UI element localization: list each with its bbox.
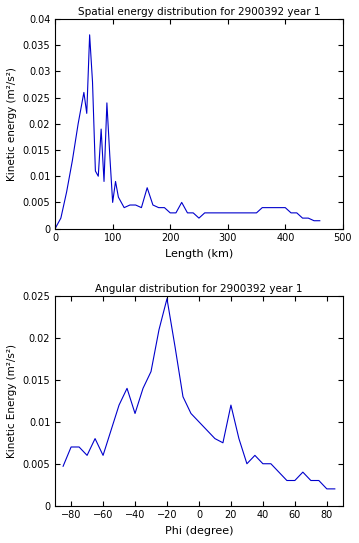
X-axis label: Length (km): Length (km) [165,249,233,259]
Title: Spatial energy distribution for 2900392 year 1: Spatial energy distribution for 2900392 … [78,7,320,17]
X-axis label: Phi (degree): Phi (degree) [165,526,233,536]
Y-axis label: Kinetic Energy (m²/s²): Kinetic Energy (m²/s²) [7,344,17,458]
Y-axis label: Kinetic energy (m²/s²): Kinetic energy (m²/s²) [7,67,17,181]
Title: Angular distribution for 2900392 year 1: Angular distribution for 2900392 year 1 [95,284,303,294]
